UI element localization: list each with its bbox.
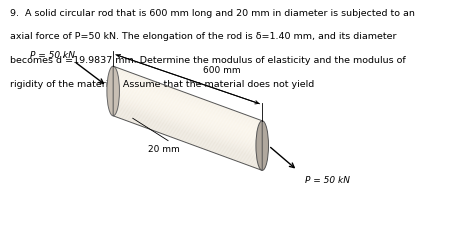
Polygon shape	[113, 93, 262, 148]
Polygon shape	[113, 90, 262, 146]
Polygon shape	[113, 89, 262, 145]
Text: rigidity of the material. Assume that the material does not yield: rigidity of the material. Assume that th…	[10, 79, 314, 88]
Text: P = 50 kN: P = 50 kN	[30, 50, 75, 59]
Polygon shape	[113, 92, 262, 147]
Polygon shape	[113, 95, 262, 151]
Text: 9.  A solid circular rod that is 600 mm long and 20 mm in diameter is subjected : 9. A solid circular rod that is 600 mm l…	[10, 9, 415, 18]
Polygon shape	[113, 105, 262, 161]
Polygon shape	[113, 74, 262, 130]
Polygon shape	[113, 79, 262, 135]
Polygon shape	[113, 108, 262, 163]
Polygon shape	[113, 70, 262, 126]
Polygon shape	[113, 115, 262, 171]
Polygon shape	[113, 67, 262, 122]
Polygon shape	[113, 86, 262, 141]
Polygon shape	[113, 99, 262, 155]
Text: 20 mm: 20 mm	[148, 145, 180, 154]
Text: P = 50 kN: P = 50 kN	[305, 176, 350, 185]
Polygon shape	[113, 73, 262, 129]
Polygon shape	[113, 76, 262, 131]
Polygon shape	[113, 104, 262, 160]
Polygon shape	[113, 69, 262, 125]
Polygon shape	[113, 112, 262, 167]
Polygon shape	[113, 102, 262, 157]
Polygon shape	[113, 114, 262, 170]
Polygon shape	[113, 109, 262, 164]
Polygon shape	[113, 113, 262, 168]
Polygon shape	[113, 87, 262, 142]
Polygon shape	[113, 80, 262, 136]
Text: 600 mm: 600 mm	[203, 66, 241, 75]
Polygon shape	[113, 83, 262, 138]
Polygon shape	[113, 77, 262, 132]
Polygon shape	[113, 82, 262, 137]
Ellipse shape	[256, 121, 268, 171]
Polygon shape	[113, 96, 262, 152]
Polygon shape	[113, 68, 262, 124]
Text: axial force of P=50 kN. The elongation of the rod is δ=1.40 mm, and its diameter: axial force of P=50 kN. The elongation o…	[10, 32, 396, 41]
Polygon shape	[113, 84, 262, 140]
Polygon shape	[113, 78, 262, 134]
Polygon shape	[113, 103, 262, 158]
Polygon shape	[113, 110, 262, 166]
Polygon shape	[113, 98, 262, 154]
Polygon shape	[113, 94, 262, 150]
Text: becomes d’=19.9837 mm. Determine the modulus of elasticity and the modulus of: becomes d’=19.9837 mm. Determine the mod…	[10, 56, 406, 65]
Polygon shape	[113, 88, 262, 144]
Polygon shape	[113, 72, 262, 128]
Ellipse shape	[107, 67, 120, 116]
Polygon shape	[113, 100, 262, 156]
Polygon shape	[113, 106, 262, 162]
